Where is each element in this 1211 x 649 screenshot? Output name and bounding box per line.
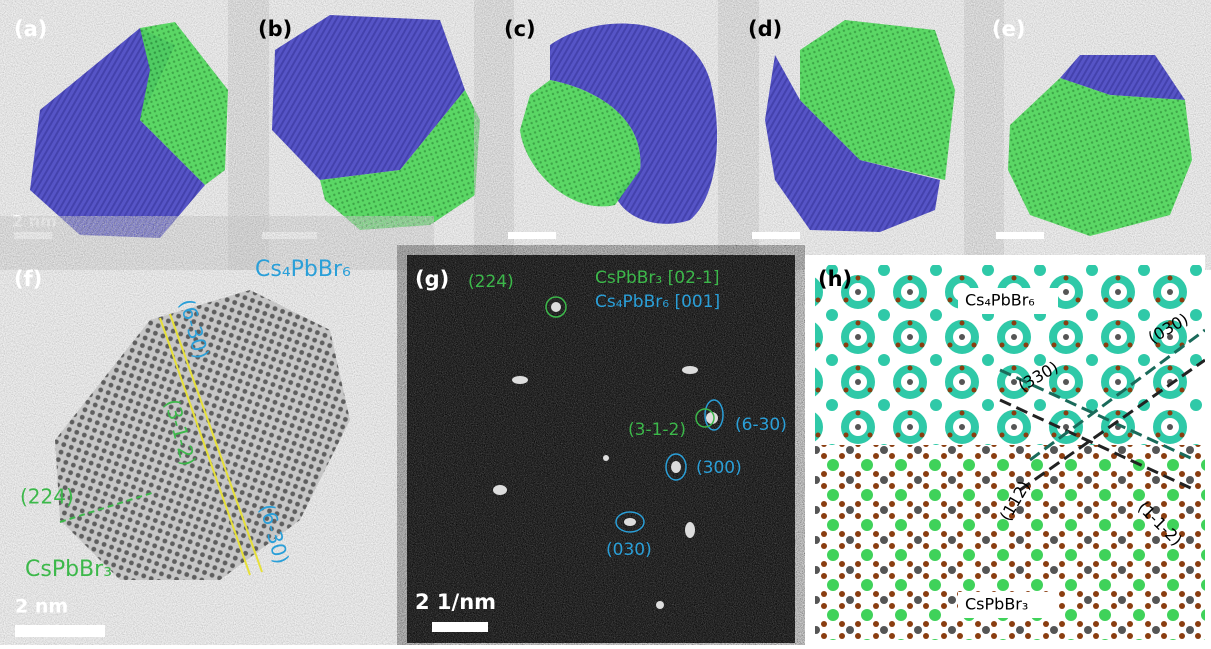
- panel-label: (b): [258, 17, 292, 41]
- scale-label: 2 nm: [15, 596, 68, 618]
- panel-a: [8, 10, 245, 246]
- panel-label: (c): [504, 17, 536, 41]
- scale-bars: [14, 232, 1044, 239]
- spot-label: (6-30): [735, 415, 787, 435]
- phase-label: CsPbBr₃: [965, 595, 1028, 614]
- panel-label: (d): [748, 17, 782, 41]
- panel-h: [805, 255, 1205, 643]
- zone-label: CsPbBr₃ [02-1]: [595, 268, 720, 288]
- panel-label: (f): [14, 267, 42, 291]
- plane-label: (224): [20, 485, 74, 509]
- spot-label: (3-1-2): [628, 420, 686, 440]
- panel-g: [407, 255, 795, 643]
- spot-label: (030): [606, 540, 652, 560]
- spot-label: (224): [468, 272, 514, 292]
- panel-label: (a): [14, 17, 47, 41]
- scale-label: 2 nm: [12, 212, 57, 231]
- panel-d: [742, 10, 980, 246]
- panel-label: (h): [818, 267, 852, 291]
- zone-label: Cs₄PbBr₆ [001]: [595, 292, 720, 312]
- phase-label: Cs₄PbBr₆: [255, 257, 351, 282]
- panel-e: [986, 10, 1204, 246]
- panel-b: [252, 10, 490, 246]
- panel-label: (e): [992, 17, 1025, 41]
- panel-label: (g): [415, 267, 449, 291]
- panel-f: [8, 255, 395, 643]
- phase-label: CsPbBr₃: [25, 557, 112, 582]
- panel-c: [498, 10, 735, 246]
- scale-label: 2 1/nm: [415, 590, 496, 614]
- phase-label: Cs₄PbBr₆: [965, 291, 1035, 310]
- spot-label: (300): [696, 458, 742, 478]
